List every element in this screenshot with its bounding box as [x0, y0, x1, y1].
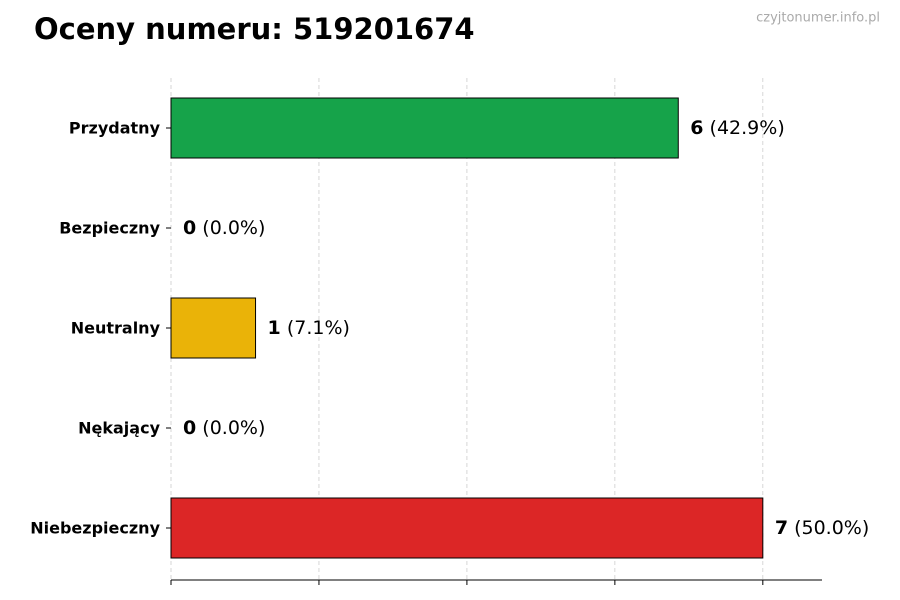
y-tick-label: Nękający — [78, 419, 160, 438]
y-tick-label: Przydatny — [69, 119, 161, 138]
y-tick-label: Neutralny — [71, 319, 161, 338]
value-percentage: (0.0%) — [202, 417, 265, 439]
value-label: 0 (0.0%) — [183, 417, 265, 439]
bar — [170, 297, 257, 359]
value-number: 7 — [775, 517, 788, 539]
bar — [170, 497, 764, 559]
value-number: 0 — [183, 217, 196, 239]
value-percentage: (42.9%) — [710, 117, 785, 139]
bar — [170, 97, 679, 159]
value-label: 6 (42.9%) — [690, 117, 784, 139]
value-label: 0 (0.0%) — [183, 217, 265, 239]
y-tick-label: Niebezpieczny — [30, 519, 160, 538]
value-number: 1 — [268, 317, 281, 339]
value-number: 0 — [183, 417, 196, 439]
value-percentage: (7.1%) — [287, 317, 350, 339]
value-percentage: (0.0%) — [202, 217, 265, 239]
value-percentage: (50.0%) — [794, 517, 869, 539]
value-number: 6 — [690, 117, 703, 139]
watermark: czyjtonumer.info.pl — [756, 11, 880, 26]
value-label: 1 (7.1%) — [268, 317, 350, 339]
value-label: 7 (50.0%) — [775, 517, 869, 539]
y-tick-label: Bezpieczny — [59, 219, 160, 238]
chart-title: Oceny numeru: 519201674 — [34, 12, 475, 46]
